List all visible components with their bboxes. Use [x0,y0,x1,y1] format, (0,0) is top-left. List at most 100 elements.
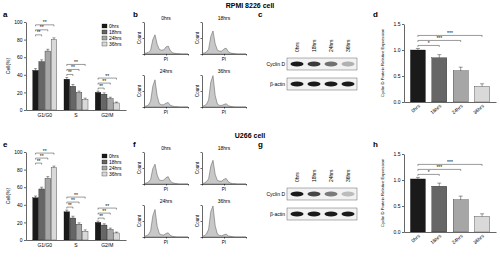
subplot-title: 0hrs [161,145,171,151]
y-tick [201,22,203,23]
y-tick-mark [24,22,26,23]
y-tick-mark [402,154,404,155]
y-tick-mark [201,75,203,76]
y-tick-label: 0.0 [394,99,401,105]
x-tick [188,184,189,186]
x-tick-mark [188,184,189,186]
bar [45,51,51,110]
bar [70,86,76,110]
significance-label: ** [74,192,78,198]
y-tick-mark [402,232,404,233]
y-tick: 0 [20,237,26,243]
significance-label: * [428,40,430,46]
legend-swatch [102,166,107,170]
y-tick [201,184,203,185]
error-bar [78,91,81,92]
x-tick [188,107,189,109]
x-tick [246,237,247,239]
y-tick [143,22,145,23]
subplot-title: 36hrs [218,68,231,74]
x-tick-mark [246,107,247,109]
x-tick: G2/M [101,242,113,248]
y-tick-mark [143,237,145,238]
y-tick: 60 [17,54,26,60]
x-tick-mark [246,237,247,239]
x-tick-mark [188,237,189,239]
y-axis-line [144,153,145,185]
subplot-title: 24hrs [160,198,173,204]
y-axis-line [202,23,203,55]
y-axis-line [144,206,145,238]
error-bar [459,196,463,200]
y-axis-line [404,25,405,103]
blot-band [325,62,338,67]
y-tick [201,107,203,108]
x-tick [188,54,189,56]
histogram-area [202,31,246,54]
plot-area [144,164,188,184]
x-tick-mark [188,54,189,56]
x-tick-label: S [74,242,78,248]
x-axis-title: PI [222,57,226,62]
x-tick-label: 36hrs [472,232,486,245]
x-axis: 0hrs18hrs24hrs36hrs [405,232,497,245]
bar [475,216,490,232]
x-tick-label: G1/G0 [37,112,52,118]
legend-swatch [102,42,107,46]
y-tick-mark [143,184,145,185]
error-bar [480,214,484,217]
error-bar [103,93,106,94]
error-bar [103,224,106,225]
y-tick: 0 [20,107,26,113]
y-axis-title: Count [137,214,142,227]
error-bar [78,223,81,224]
y-axis [201,23,203,55]
x-tick: G2/M [101,112,113,118]
y-tick-label: 0.0 [394,229,401,235]
error-bar [480,84,484,87]
error-bar [115,102,118,104]
y-tick [143,152,145,153]
figure-title: RPMI 8226 cell [226,2,275,9]
y-tick: 40 [17,202,26,208]
x-tick-label: 24hrs [450,232,464,245]
y-axis: 020406080100 [14,149,26,243]
plot-area [202,31,246,54]
x-axis [203,237,247,239]
x-axis-line [405,232,497,233]
error-bar [437,183,441,186]
x-tick-label: S [74,112,78,118]
blot-band [342,62,355,67]
x-axis-line [203,54,247,55]
y-axis-line [26,153,27,241]
legend-label: 36hrs [109,171,122,177]
plot-area [410,177,489,232]
x-tick-mark [224,107,225,109]
panel-letter: f [133,140,136,149]
y-axis [201,153,203,185]
figure-title: U266 cell [235,132,265,139]
bar [95,222,101,240]
bar [51,168,57,240]
significance-label: ** [105,203,109,209]
y-tick: 20 [17,90,26,96]
y-tick-label: 1.5 [394,151,401,157]
x-tick-mark [188,107,189,109]
error-bar [84,230,87,231]
x-tick [224,184,225,186]
y-tick-mark [143,221,145,222]
y-tick: 20 [17,220,26,226]
y-tick-mark [402,102,404,103]
x-tick-label: 18hrs [429,102,443,115]
y-tick-label: 100 [14,19,23,25]
x-tick [224,237,225,239]
plot-area [202,206,246,237]
x-tick [166,184,167,186]
y-axis-title: Cyclin D Protein Relative Expression [380,28,385,97]
y-tick [201,75,203,76]
y-tick [143,205,145,206]
bar [82,231,88,240]
x-axis [145,237,189,239]
y-axis [143,76,145,108]
y-tick-mark [143,205,145,206]
